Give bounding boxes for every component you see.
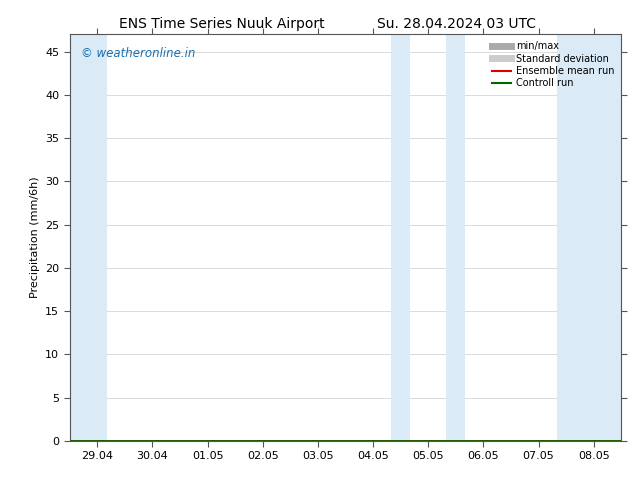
Y-axis label: Precipitation (mm/6h): Precipitation (mm/6h) — [30, 177, 40, 298]
Text: Su. 28.04.2024 03 UTC: Su. 28.04.2024 03 UTC — [377, 17, 536, 31]
Legend: min/max, Standard deviation, Ensemble mean run, Controll run: min/max, Standard deviation, Ensemble me… — [489, 39, 616, 90]
Bar — [391, 34, 410, 441]
Text: © weatheronline.in: © weatheronline.in — [81, 47, 195, 59]
Text: ENS Time Series Nuuk Airport: ENS Time Series Nuuk Airport — [119, 17, 325, 31]
Bar — [70, 34, 107, 441]
Bar — [557, 34, 621, 441]
Bar — [446, 34, 465, 441]
